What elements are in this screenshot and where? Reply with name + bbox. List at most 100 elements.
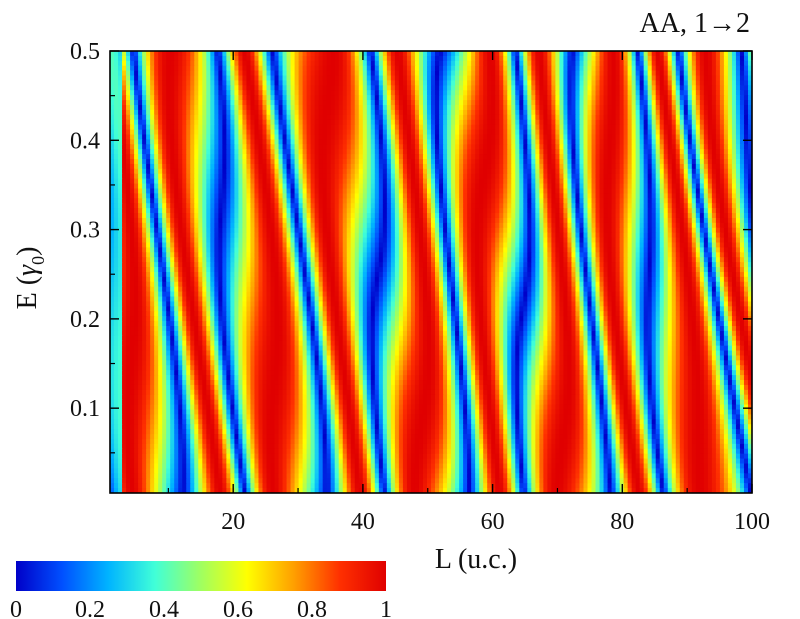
- heatmap-cell: [583, 75, 589, 82]
- heatmap-cell: [431, 149, 436, 155]
- heatmap-cell: [282, 119, 288, 126]
- heatmap-cell: [226, 163, 231, 170]
- heatmap-cell: [659, 51, 665, 57]
- heatmap-cell: [390, 85, 396, 91]
- heatmap-cell: [114, 114, 119, 121]
- heatmap-cell: [459, 154, 464, 160]
- heatmap-cell: [435, 163, 440, 170]
- heatmap-cell: [130, 159, 135, 165]
- heatmap-cell: [290, 85, 296, 91]
- heatmap-cell: [615, 139, 621, 145]
- heatmap-cell: [174, 154, 179, 160]
- heatmap-cell: [258, 168, 264, 175]
- heatmap-cell: [354, 188, 360, 195]
- heatmap-cell: [186, 154, 191, 160]
- heatmap-cell: [591, 154, 597, 160]
- heatmap-cell: [743, 90, 749, 96]
- heatmap-cell: [603, 114, 609, 121]
- heatmap-cell: [475, 51, 480, 57]
- heatmap-cell: [487, 149, 492, 155]
- heatmap-cell: [306, 55, 312, 62]
- heatmap-cell: [543, 85, 548, 91]
- heatmap-cell: [222, 159, 227, 165]
- heatmap-cell: [386, 80, 392, 86]
- heatmap-cell: [455, 178, 460, 185]
- heatmap-cell: [503, 90, 508, 96]
- heatmap-cell: [699, 193, 705, 199]
- heatmap-cell: [491, 55, 496, 62]
- heatmap-cell: [539, 124, 544, 131]
- heatmap-cell: [603, 159, 609, 165]
- heatmap-cell: [479, 149, 484, 155]
- heatmap-cell: [747, 65, 752, 72]
- heatmap-cell: [727, 188, 733, 195]
- heatmap-cell: [735, 70, 741, 77]
- heatmap-cell: [743, 168, 749, 175]
- heatmap-cell: [687, 100, 693, 106]
- heatmap-cell: [378, 173, 384, 180]
- heatmap-cell: [495, 109, 500, 116]
- heatmap-cell: [583, 139, 589, 145]
- heatmap-cell: [222, 178, 227, 185]
- heatmap-cell: [410, 105, 416, 111]
- heatmap-cell: [495, 129, 500, 136]
- heatmap-cell: [134, 124, 139, 131]
- heatmap-cell: [110, 178, 115, 185]
- heatmap-cell: [246, 95, 252, 101]
- heatmap-cell: [278, 51, 284, 57]
- heatmap-cell: [595, 124, 601, 131]
- heatmap-cell: [711, 55, 717, 62]
- heatmap-cell: [350, 109, 356, 116]
- heatmap-cell: [527, 80, 532, 86]
- heatmap-cell: [735, 173, 741, 180]
- heatmap-cell: [587, 95, 593, 101]
- heatmap-cell: [435, 100, 440, 106]
- heatmap-cell: [563, 173, 569, 180]
- heatmap-cell: [338, 183, 344, 190]
- heatmap-cell: [487, 159, 492, 165]
- heatmap-cell: [559, 85, 565, 91]
- heatmap-cell: [695, 95, 701, 101]
- heatmap-cell: [715, 80, 721, 86]
- heatmap-cell: [471, 75, 476, 82]
- heatmap-cell: [523, 105, 528, 111]
- heatmap-cell: [294, 60, 300, 67]
- heatmap-cell: [571, 163, 577, 170]
- heatmap-cell: [246, 105, 252, 111]
- heatmap-cell: [426, 100, 432, 106]
- heatmap-cell: [358, 168, 364, 175]
- heatmap-cell: [342, 198, 348, 204]
- heatmap-cell: [166, 159, 171, 165]
- heatmap-cell: [687, 168, 693, 175]
- heatmap-cell: [743, 159, 749, 165]
- heatmap-cell: [394, 51, 400, 57]
- heatmap-cell: [306, 119, 312, 126]
- heatmap-cell: [551, 85, 556, 91]
- heatmap-cell: [739, 193, 745, 199]
- heatmap-cell: [182, 159, 187, 165]
- heatmap-cell: [651, 159, 657, 165]
- heatmap-cell: [194, 178, 199, 185]
- heatmap-cell: [663, 124, 669, 131]
- heatmap-cell: [491, 159, 496, 165]
- heatmap-cell: [170, 109, 175, 116]
- heatmap-cell: [426, 55, 432, 62]
- heatmap-cell: [591, 183, 597, 190]
- heatmap-cell: [138, 65, 143, 72]
- heatmap-cell: [242, 139, 248, 145]
- heatmap-cell: [278, 119, 284, 126]
- heatmap-cell: [615, 149, 621, 155]
- heatmap-cell: [402, 119, 408, 126]
- heatmap-cell: [426, 105, 432, 111]
- heatmap-cell: [699, 149, 705, 155]
- heatmap-cell: [531, 154, 536, 160]
- heatmap-cell: [382, 198, 388, 204]
- heatmap-cell: [178, 105, 183, 111]
- heatmap-cell: [487, 95, 492, 101]
- heatmap-cell: [198, 100, 203, 106]
- heatmap-cell: [507, 124, 512, 131]
- heatmap-cell: [222, 134, 227, 140]
- heatmap-cell: [555, 85, 560, 91]
- heatmap-cell: [322, 129, 328, 136]
- heatmap-cell: [591, 55, 597, 62]
